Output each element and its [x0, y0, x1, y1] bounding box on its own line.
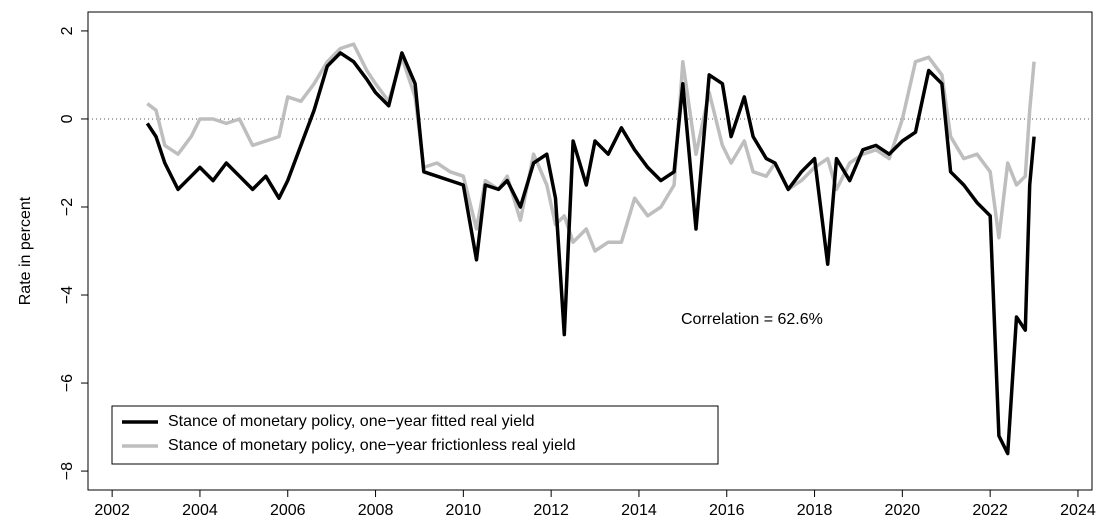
x-tick-label: 2010: [446, 502, 482, 519]
y-axis-label: Rate in percent: [17, 196, 34, 305]
y-tick-label: −4: [59, 286, 76, 304]
annotation: Correlation = 62.6%: [681, 311, 823, 328]
x-tick-label: 2006: [270, 502, 306, 519]
x-tick-label: 2018: [797, 502, 833, 519]
x-tick-label: 2016: [709, 502, 745, 519]
x-tick-label: 2022: [972, 502, 1008, 519]
y-tick-label: −2: [59, 198, 76, 216]
x-tick-label: 2012: [533, 502, 569, 519]
x-tick-label: 2014: [621, 502, 657, 519]
y-tick-label: 2: [59, 26, 76, 35]
y-tick-label: 0: [59, 114, 76, 123]
x-tick-label: 2020: [885, 502, 921, 519]
plot-frame: [87, 11, 1093, 491]
y-tick-label: −6: [59, 374, 76, 392]
legend-box: [111, 405, 719, 465]
series-line: [145, 51, 1036, 456]
x-tick-label: 2004: [182, 502, 218, 519]
legend-label: Stance of monetary policy, one−year fitt…: [168, 413, 535, 430]
x-tick-label: 2002: [94, 502, 130, 519]
series-line: [146, 42, 1036, 253]
x-tick-label: 2008: [358, 502, 394, 519]
y-tick-label: −8: [59, 462, 76, 480]
x-tick-label: 2024: [1060, 502, 1096, 519]
legend-label: Stance of monetary policy, one−year fric…: [168, 437, 575, 454]
